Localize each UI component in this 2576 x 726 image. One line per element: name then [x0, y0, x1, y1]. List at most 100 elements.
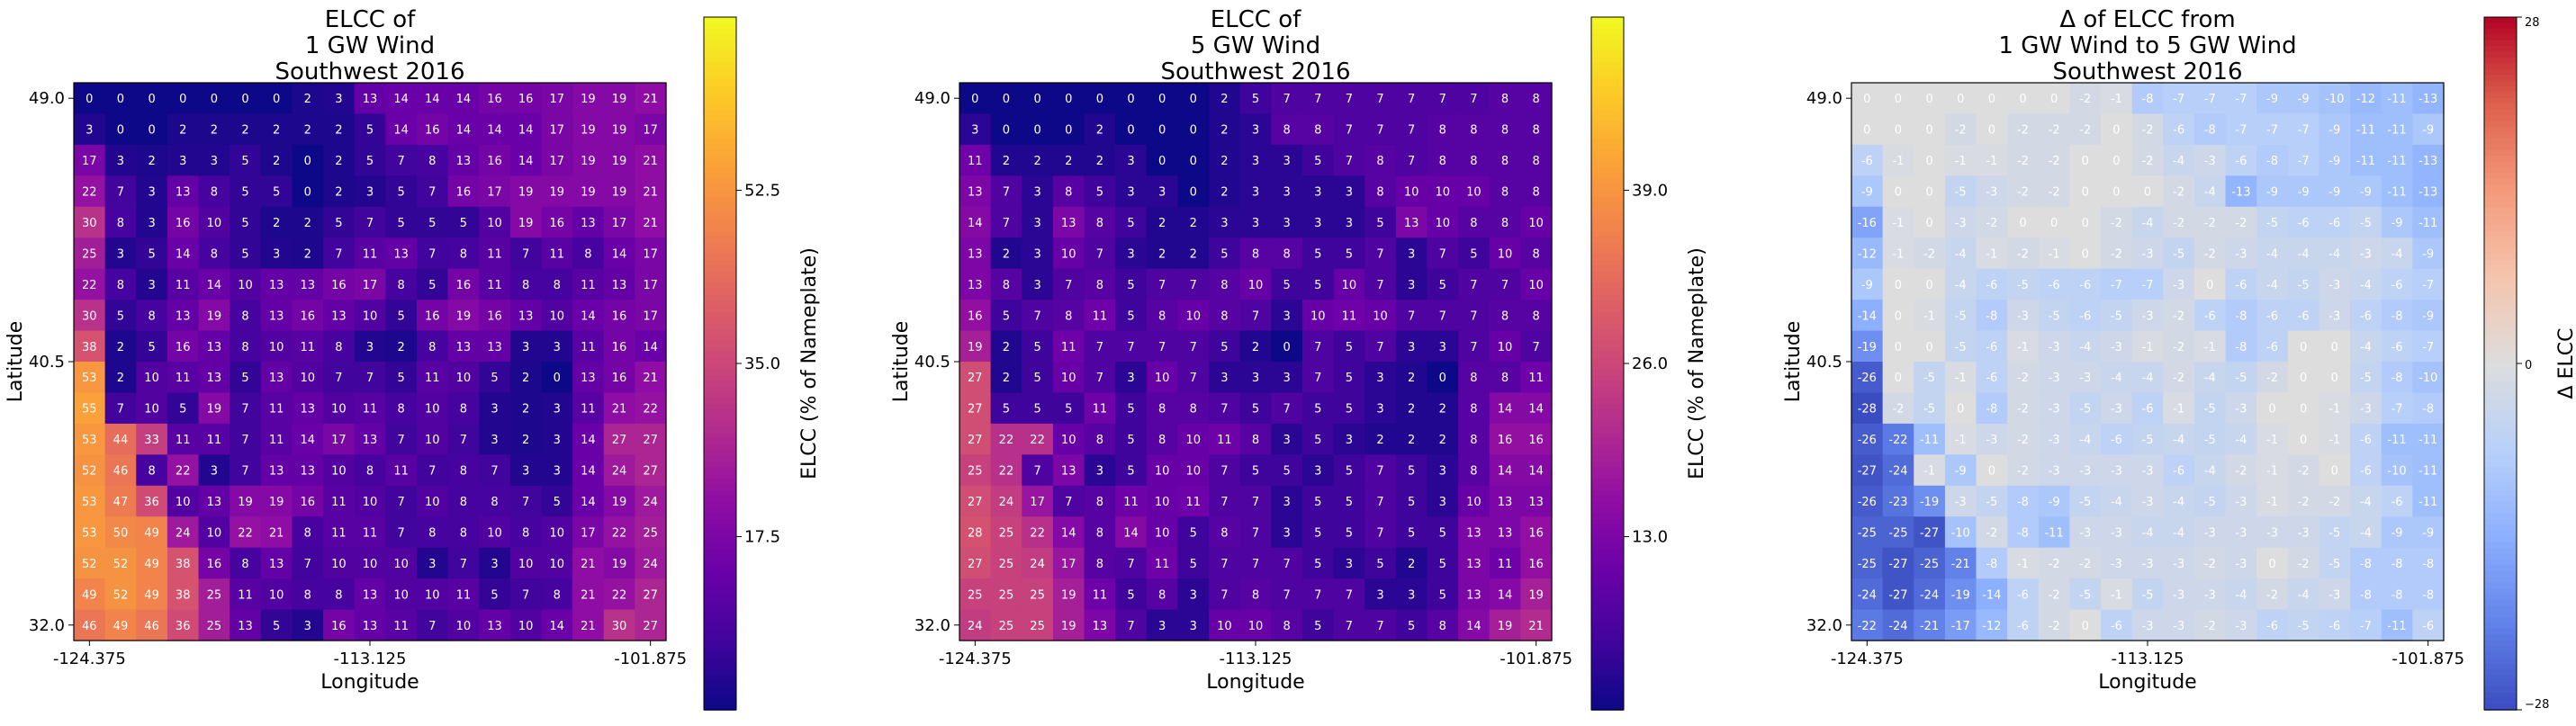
heatmap-cell [1239, 547, 1272, 579]
heatmap-cell [572, 362, 605, 394]
cell-value-label: 10 [1248, 620, 1264, 633]
heatmap-cell [104, 454, 137, 487]
cell-value-label: -4 [2173, 526, 2184, 540]
heatmap-cell [198, 609, 230, 641]
cell-value-label: -5 [2298, 279, 2310, 292]
colorbar-segment [704, 438, 736, 445]
heatmap-cell [104, 485, 137, 517]
heatmap-cell [1115, 206, 1148, 238]
cell-value-label: 49 [82, 588, 97, 602]
heatmap-cell [1458, 362, 1491, 394]
heatmap-cell [1365, 268, 1397, 300]
colorbar-segment [704, 651, 736, 659]
heatmap-cell [1271, 362, 1303, 394]
cell-value-label: 0 [1439, 372, 1446, 385]
cell-value-label: 10 [1061, 372, 1076, 385]
heatmap-cell [1489, 144, 1521, 176]
cell-value-label: 5 [1408, 496, 1415, 509]
heatmap-cell [541, 578, 573, 611]
colorbar-segment [2484, 311, 2517, 318]
colorbar-segment [1591, 467, 1624, 474]
heatmap-cell [1914, 485, 1946, 517]
colorbar-segment [704, 213, 736, 220]
cell-value-label: 10 [425, 588, 440, 602]
colorbar-segment [2484, 542, 2517, 550]
colorbar-segment [2484, 634, 2517, 641]
colorbar-segment [1591, 479, 1624, 486]
heatmap-cell [2007, 547, 2040, 579]
cell-value-label: 8 [1501, 155, 1509, 168]
heatmap-cell [1084, 578, 1116, 611]
heatmap-cell [1177, 238, 1210, 270]
heatmap-cell [323, 113, 356, 146]
heatmap-cell [1882, 206, 1914, 238]
heatmap-cell [2381, 454, 2413, 487]
heatmap-cell [572, 578, 605, 611]
heatmap-cell [2256, 578, 2289, 611]
cell-value-label: -8 [2422, 588, 2434, 602]
cell-value-label: 2 [148, 155, 155, 168]
heatmap-cell [479, 578, 511, 611]
heatmap-cell [354, 609, 386, 641]
cell-value-label: -4 [2266, 247, 2278, 261]
cell-value-label: 14 [1528, 403, 1544, 417]
heatmap-cell [1177, 454, 1210, 487]
cell-value-label: -26 [1858, 372, 1877, 385]
colorbar-segment [1591, 455, 1624, 462]
cell-value-label: 10 [487, 526, 502, 540]
heatmap-cell [1427, 423, 1459, 455]
cell-value-label: 7 [1158, 279, 1166, 292]
heatmap-cell [1146, 268, 1179, 300]
heatmap-cell [1209, 578, 1241, 611]
colorbar-segment [704, 51, 736, 58]
cell-value-label: 10 [238, 279, 253, 292]
heatmap-cell [2256, 144, 2289, 176]
heatmap-cell [1333, 300, 1365, 332]
cell-value-label: 8 [1096, 496, 1103, 509]
cell-value-label: -5 [2204, 403, 2216, 417]
heatmap-cell [635, 423, 667, 455]
heatmap-cell [416, 485, 449, 517]
heatmap-cell [2225, 238, 2257, 270]
cell-value-label: 5 [554, 496, 561, 509]
cell-value-label: 3 [1283, 217, 1290, 230]
colorbar-segment [1591, 542, 1624, 550]
cell-value-label: 3 [1033, 247, 1040, 261]
cell-value-label: 8 [397, 279, 404, 292]
heatmap-cell [2193, 547, 2227, 579]
heatmap-cell [1052, 175, 1085, 208]
cell-value-label: -3 [2079, 465, 2091, 479]
heatmap-cell [354, 175, 386, 208]
cell-value-label: 10 [207, 217, 222, 230]
cell-value-label: 5 [1376, 558, 1383, 571]
heatmap-cell [1271, 547, 1303, 579]
heatmap-cell [292, 609, 324, 641]
cell-value-label: 8 [1096, 217, 1103, 230]
cell-value-label: 38 [176, 588, 191, 602]
heatmap-cell [635, 330, 667, 363]
cell-value-label: -3 [2111, 558, 2122, 571]
cell-value-label: 0 [971, 93, 978, 106]
cell-value-label: 7 [397, 155, 404, 168]
colorbar-segment [704, 623, 736, 630]
cell-value-label: -5 [1955, 309, 1967, 323]
cell-value-label: -6 [2173, 465, 2184, 479]
cell-value-label: 5 [1314, 496, 1321, 509]
colorbar-segment [704, 634, 736, 641]
heatmap-cell [1302, 609, 1335, 641]
colorbar-segment [2484, 444, 2517, 452]
cell-value-label: 2 [304, 93, 311, 106]
colorbar-segment [1591, 588, 1624, 596]
cell-value-label: -3 [2298, 526, 2310, 540]
heatmap-cell [292, 454, 324, 487]
heatmap-cell [230, 268, 262, 300]
cell-value-label: 14 [456, 124, 472, 138]
heatmap-cell [2193, 113, 2227, 146]
heatmap-cell [1395, 330, 1428, 363]
cell-value-label: -4 [2360, 526, 2372, 540]
cell-value-label: 5 [273, 186, 280, 200]
cell-value-label: 5 [397, 309, 404, 323]
colorbar-segment [704, 519, 736, 526]
cell-value-label: 7 [1439, 309, 1446, 323]
heatmap-cell [1914, 330, 1946, 363]
